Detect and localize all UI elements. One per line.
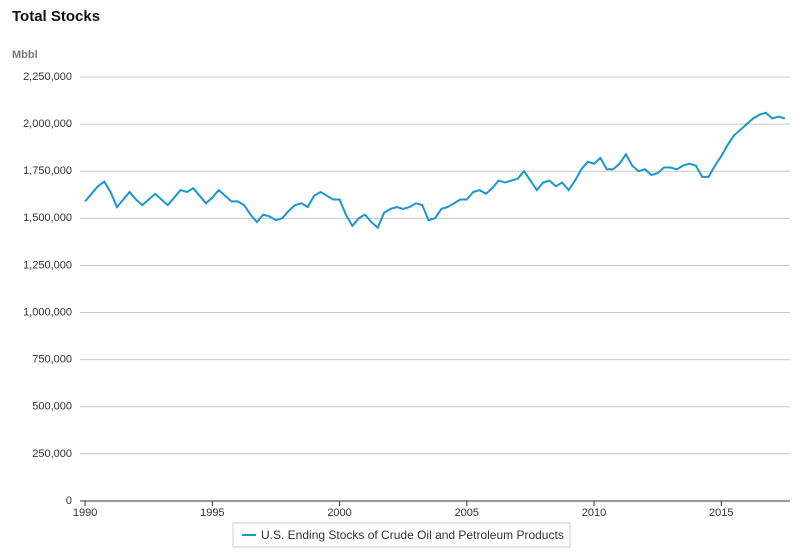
y-tick-label: 2,250,000: [23, 71, 72, 83]
x-tick-label: 1995: [200, 507, 224, 519]
x-tick-label: 1990: [73, 507, 97, 519]
chart-title: Total Stocks: [12, 8, 100, 25]
y-tick-label: 500,000: [32, 401, 72, 413]
x-tick-label: 2005: [455, 507, 479, 519]
x-tick-label: 2010: [582, 507, 606, 519]
x-tick-label: 2000: [327, 507, 351, 519]
x-tick-label: 2015: [709, 507, 733, 519]
legend-label[interactable]: U.S. Ending Stocks of Crude Oil and Petr…: [261, 528, 564, 542]
y-tick-label: 750,000: [32, 354, 72, 366]
legend-box: [232, 522, 571, 548]
y-tick-label: 2,000,000: [23, 118, 72, 130]
y-tick-label: 1,000,000: [23, 306, 72, 318]
data-line: [84, 111, 786, 230]
y-tick-label: 1,750,000: [23, 165, 72, 177]
y-axis-label: Mbbl: [12, 49, 38, 61]
y-tick-label: 250,000: [32, 448, 72, 460]
y-tick-label: 1,250,000: [23, 259, 72, 271]
y-tick-label: 1,500,000: [23, 212, 72, 224]
y-tick-label: 0: [66, 495, 72, 507]
